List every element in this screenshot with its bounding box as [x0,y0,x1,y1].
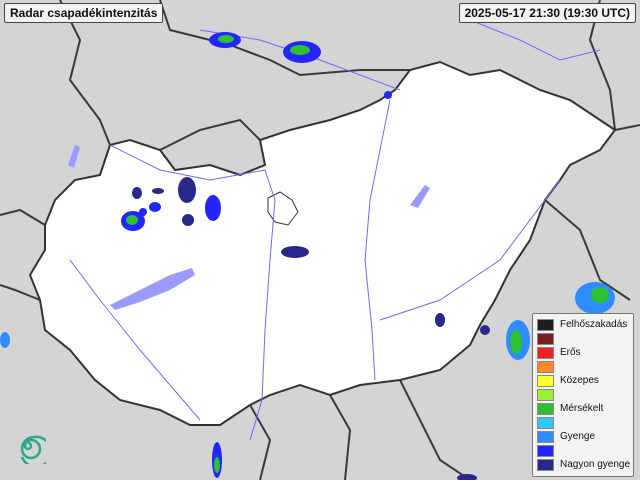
legend-swatch [537,388,554,401]
legend-swatch [537,318,554,331]
lake-balaton [110,268,195,310]
legend-label: Nagyon gyenge [560,459,631,470]
map-title: Radar csapadékintenzitás [4,3,164,23]
legend-label: Felhőszakadás [560,319,628,330]
rivers [69,19,601,441]
met-service-logo-icon [20,435,46,464]
legend-item: Gyenge [537,430,595,443]
legend-item [537,416,560,429]
legend-label: Mérsékelt [560,403,604,414]
legend-item [537,388,560,401]
radar-echoes [0,32,615,480]
legend-swatch [537,346,554,359]
legend-item [537,444,560,457]
legend-swatch [537,430,554,443]
legend-label: Gyenge [560,431,596,442]
legend-item: Nagyon gyenge [537,458,630,471]
lakes [68,145,430,310]
legend-item [537,360,560,373]
legend-swatch [537,360,554,373]
legend-swatch [537,374,554,387]
legend-label: Erős [560,347,581,358]
legend-swatch [537,458,554,471]
hungary-territory [28,60,617,426]
legend-label: Közepes [560,375,599,386]
legend-item: Felhőszakadás [537,318,627,331]
legend-swatch [537,416,554,429]
lake-tisza [410,185,430,208]
timestamp: 2025-05-17 21:30 (19:30 UTC) [458,3,636,23]
intensity-legend: Felhőszakadás Erős Közepes Mérsékelt Gyenge N… [532,313,634,477]
legend-item: Mérsékelt [537,402,603,415]
budapest-outline [267,191,299,226]
legend-item: Erős [537,346,581,359]
legend-swatch [537,332,554,345]
legend-item [537,332,560,345]
lake-neusiedl [68,145,80,168]
legend-item: Közepes [537,374,599,387]
legend-swatch [537,444,554,457]
legend-swatch [537,402,554,415]
